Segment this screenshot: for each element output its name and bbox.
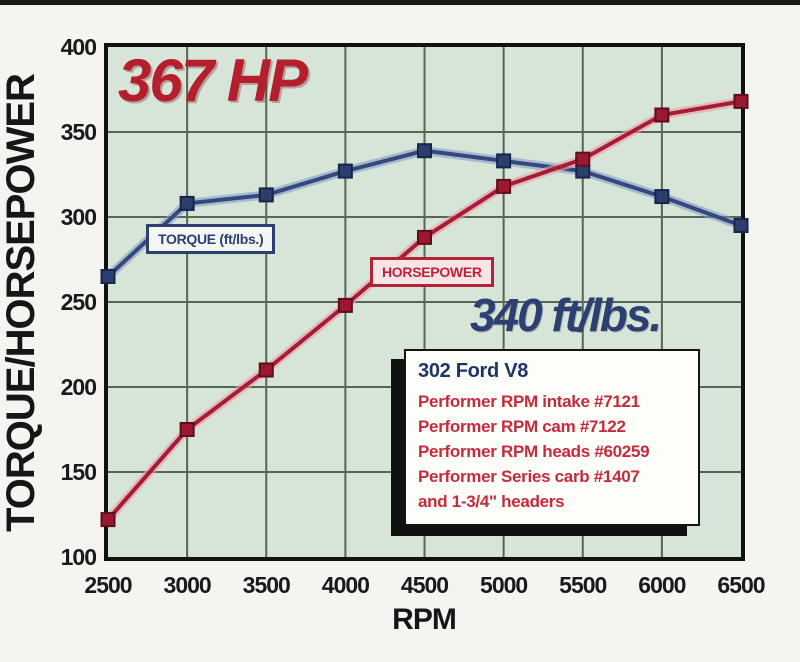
torque-data-marker [179,195,195,211]
info-box-line: and 1-3/4" headers [418,492,565,511]
horsepower-data-marker [100,512,116,528]
torque-data-marker [337,163,353,179]
info-box-line: Performer RPM intake #7121 [418,392,640,411]
x-tick-label: 5000 [480,572,528,598]
info-box-line: Performer RPM cam #7122 [418,417,626,436]
torque-data-marker [100,269,116,284]
top-edge-strip [0,0,800,5]
info-box-lines: Performer RPM intake #7121 Performer RPM … [418,389,686,514]
y-tick-label: 100 [60,544,97,570]
horsepower-data-marker [496,178,512,194]
torque-peak-annotation: 340 ft/lbs. [470,289,662,341]
torque-data-marker [258,187,274,203]
info-box-line: Performer RPM heads #60259 [418,442,650,461]
y-tick-label: 400 [60,34,97,60]
horsepower-data-marker [575,151,591,167]
x-tick-label: 4000 [321,572,370,598]
torque-data-marker [733,218,749,233]
horsepower-data-marker [337,297,353,313]
y-axis-title: TORQUE/HORSEPOWER [0,74,43,532]
torque-data-marker [417,143,432,159]
horsepower-data-marker [733,93,749,109]
engine-info-box: 302 Ford V8 Performer RPM intake #7121 Pe… [404,349,700,526]
x-tick-label: 6500 [717,572,765,598]
y-tick-label: 150 [60,459,97,485]
y-tick-label: 200 [60,374,97,400]
torque-data-marker [654,189,670,205]
horsepower-data-marker [654,107,670,123]
x-tick-label: 4500 [400,572,449,598]
hp-peak-annotation: 367 HP [118,47,308,114]
x-tick-label: 2500 [84,572,132,598]
horsepower-legend-label: HORSEPOWER [370,257,494,287]
horsepower-data-marker [417,229,432,245]
x-tick-label: 5500 [559,572,607,598]
x-tick-label: 3000 [163,572,212,598]
torque-legend-label: TORQUE (ft/lbs.) [146,224,276,254]
torque-data-marker [496,153,512,169]
y-tick-label: 350 [60,119,97,145]
rpm-axis-label: RPM [392,603,457,636]
y-tick-label: 250 [60,289,97,315]
y-tick-label: 300 [60,204,97,230]
info-box-line: Performer Series carb #1407 [418,467,640,486]
horsepower-data-marker [179,422,195,437]
info-box-title: 302 Ford V8 [418,360,529,382]
x-tick-label: 3500 [242,572,291,598]
horsepower-data-marker [258,362,274,378]
x-tick-label: 6000 [638,572,686,598]
